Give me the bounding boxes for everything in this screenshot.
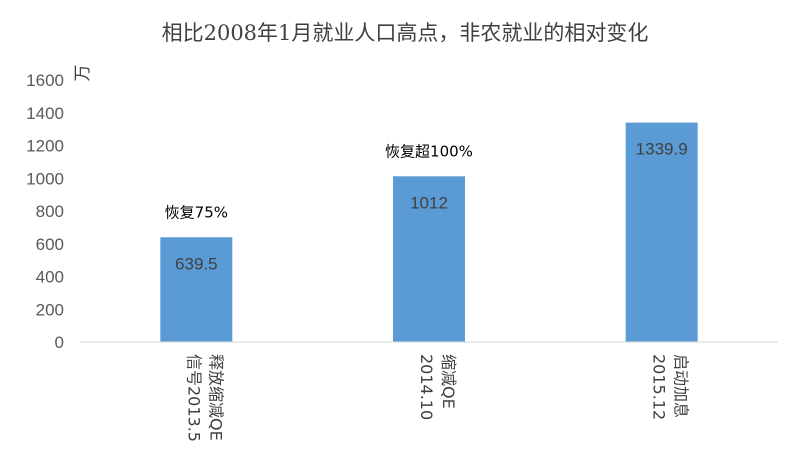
y-tick-label: 400 [36, 268, 64, 287]
x-category-line: 2015.12 [650, 354, 669, 420]
x-category-line: 启动加息 [672, 354, 691, 418]
bar-annotation: 恢复75% [165, 203, 228, 221]
bar [160, 237, 233, 342]
data-label: 639.5 [175, 254, 218, 273]
y-tick-label: 0 [55, 333, 64, 352]
y-tick-label: 1200 [26, 137, 64, 156]
chart-title: 相比2008年1月就业人口高点，非农就业的相对变化 [162, 21, 649, 45]
y-tick-label: 1400 [26, 104, 64, 123]
y-tick-label: 200 [36, 300, 64, 319]
data-label: 1012 [410, 193, 448, 212]
y-tick-label: 600 [36, 235, 64, 254]
x-category-line: 信号2013.5 [184, 354, 203, 442]
bars: 639.5 恢复75% 1012 恢复超100% 1339.9 [160, 122, 698, 343]
data-label: 1339.9 [636, 140, 688, 159]
y-tick-label: 1600 [26, 71, 64, 90]
bar [393, 176, 465, 342]
x-category-line: 2014.10 [417, 354, 436, 420]
y-tick-label: 800 [36, 202, 64, 221]
bar-annotation: 恢复超100% [385, 142, 473, 160]
y-tick-label: 1000 [26, 169, 64, 188]
y-axis-ticks: 0 200 400 600 800 1000 1200 1400 1600 [26, 71, 64, 352]
x-category-line: 释放缩减QE [206, 354, 225, 441]
y-axis-label: 万 [73, 65, 93, 82]
x-category-line: 缩减QE [439, 354, 458, 409]
bar [625, 122, 698, 343]
